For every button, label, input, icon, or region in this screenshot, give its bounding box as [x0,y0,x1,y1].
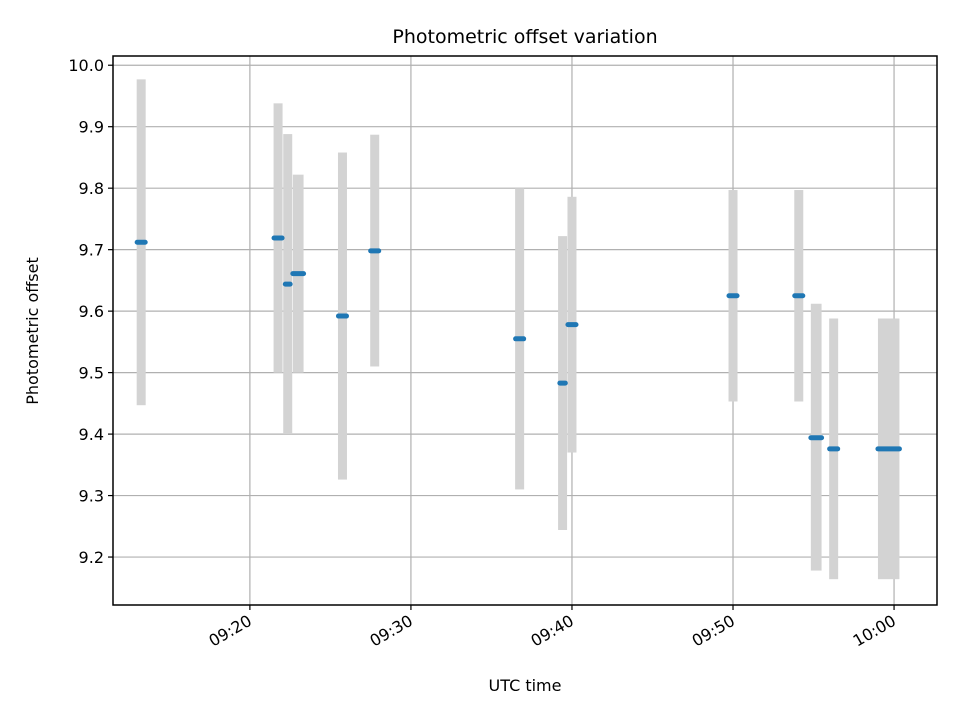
y-tick-label: 10.0 [68,56,104,75]
y-tick-label: 9.7 [79,241,104,260]
x-tick-label: 09:50 [689,611,738,651]
x-axis-ticks: 09:20 09:30 09:40 09:50 10:00 [205,605,899,651]
y-axis-label: Photometric offset [23,257,42,405]
x-tick-label: 09:30 [366,611,415,651]
y-tick-label: 9.9 [79,118,104,137]
y-axis-ticks: 9.2 9.3 9.4 9.5 9.6 9.7 9.8 9.9 10.0 [68,56,113,567]
y-tick-label: 9.5 [79,364,104,383]
chart-title: Photometric offset variation [392,26,657,48]
x-tick-label: 10:00 [850,611,899,651]
data-points [134,235,902,452]
y-tick-label: 9.6 [79,302,104,321]
plot-frame [112,55,938,606]
x-axis-label: UTC time [489,676,562,695]
y-tick-label: 9.2 [79,548,104,567]
y-tick-label: 9.4 [79,425,104,444]
x-tick-label: 09:40 [528,611,577,651]
y-tick-label: 9.3 [79,487,104,506]
y-tick-label: 9.8 [79,179,104,198]
x-tick-label: 09:20 [205,611,254,651]
error-bands [136,79,900,580]
